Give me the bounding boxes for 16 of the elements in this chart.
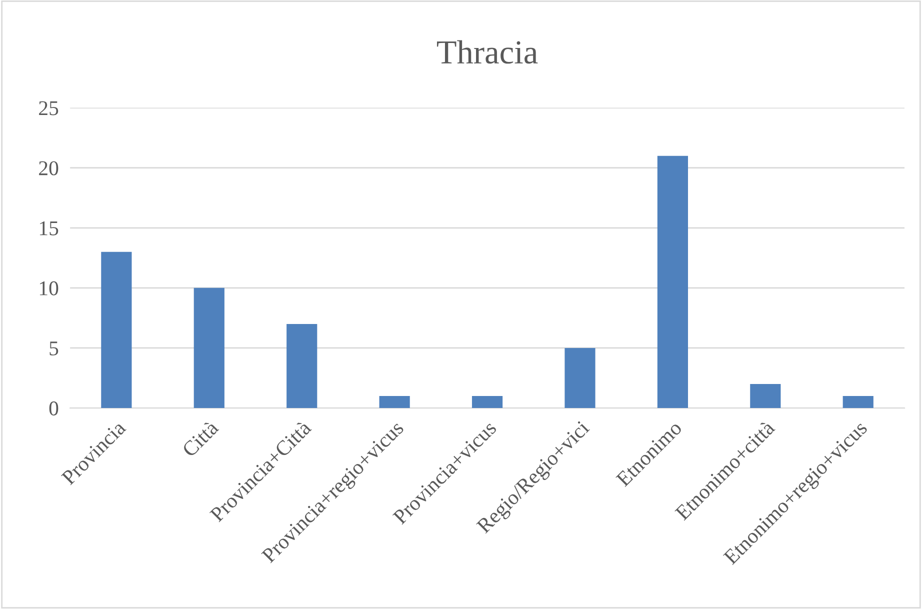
bar bbox=[286, 324, 318, 408]
chart-title: Thracia bbox=[436, 40, 538, 64]
bar bbox=[472, 396, 503, 408]
bar bbox=[379, 396, 410, 408]
y-tick-label: 20 bbox=[39, 161, 58, 176]
bar bbox=[564, 348, 596, 408]
bar bbox=[101, 252, 132, 408]
bar bbox=[750, 384, 781, 408]
y-tick-label: 15 bbox=[40, 221, 58, 236]
y-tick-label: 10 bbox=[40, 281, 58, 296]
bar bbox=[842, 396, 874, 408]
y-tick-label: 25 bbox=[39, 101, 58, 116]
y-tick-label: 0 bbox=[49, 401, 58, 416]
bar bbox=[194, 288, 224, 408]
bar bbox=[657, 156, 688, 408]
y-tick-label: 5 bbox=[50, 342, 58, 356]
